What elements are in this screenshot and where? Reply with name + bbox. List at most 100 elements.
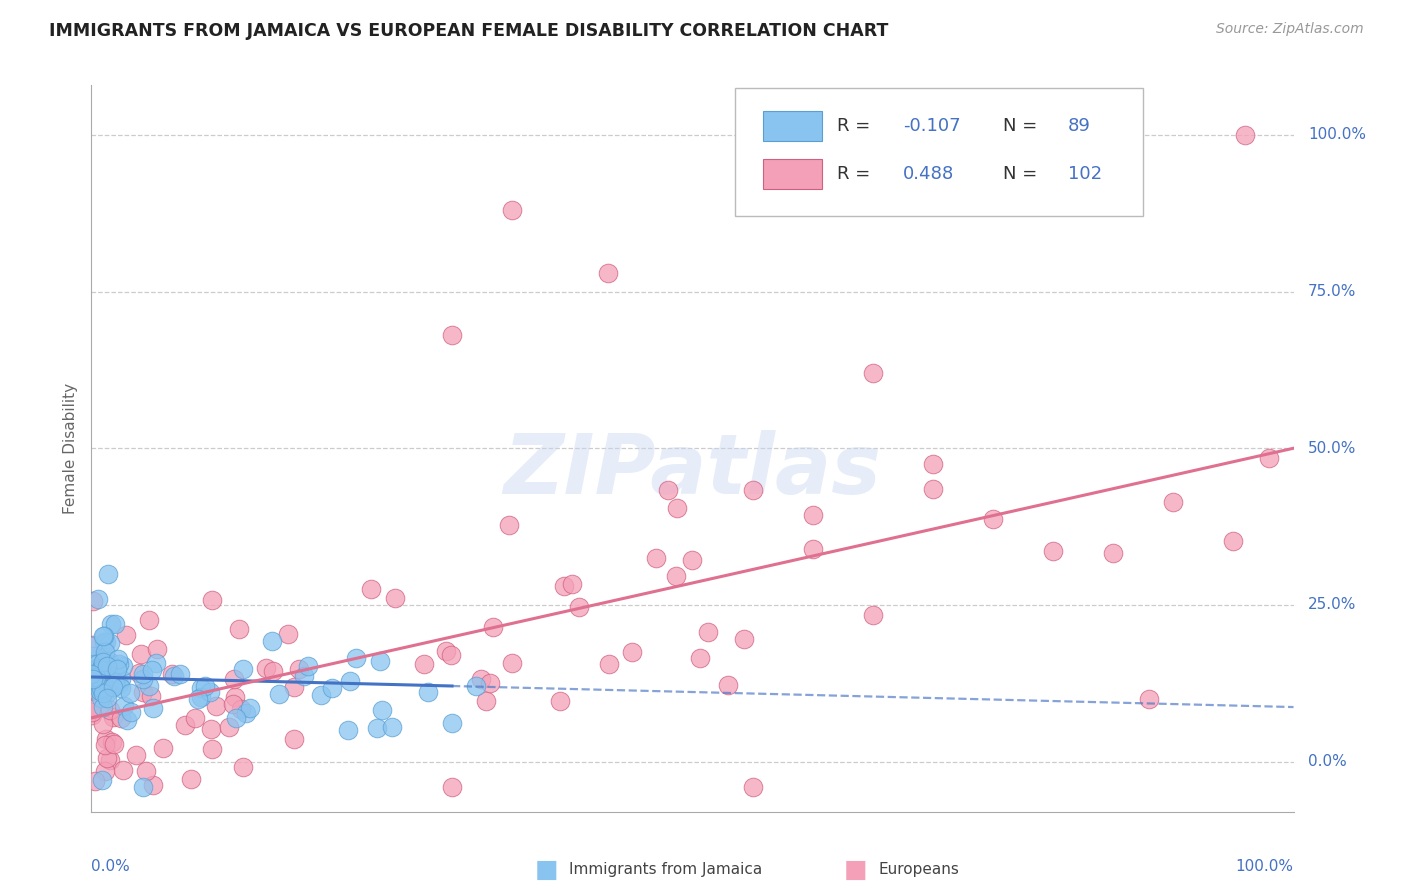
Point (87, 666, 110, 681)
Point (82, 672, 104, 686)
Point (96, 686, 118, 700)
Point (94, 732, 117, 747)
Point (145, 656, 167, 670)
Point (80, 666, 103, 681)
Point (94, 649, 117, 664)
Point (235, 706, 257, 720)
Point (80, 708, 103, 723)
Point (440, 780, 463, 794)
Point (141, 663, 163, 677)
Point (366, 721, 388, 735)
Point (169, 667, 191, 681)
Point (1222, 533, 1244, 548)
Point (103, 661, 125, 675)
Point (733, 632, 755, 646)
Point (344, 650, 367, 665)
Point (104, 675, 127, 690)
Point (83, 673, 105, 688)
Point (260, 633, 283, 648)
Point (110, 681, 132, 695)
Point (129, 647, 152, 661)
Point (87, 591, 110, 606)
Point (666, 501, 689, 516)
Point (82, 594, 104, 608)
Point (229, 702, 252, 716)
Text: 0.0%: 0.0% (1308, 754, 1347, 769)
Point (180, 772, 202, 787)
Text: 102: 102 (1067, 165, 1102, 183)
Point (86, 678, 108, 692)
Point (108, 657, 131, 672)
Point (283, 680, 305, 694)
Point (228, 622, 250, 636)
Point (98, 753, 121, 767)
Point (96, 658, 118, 673)
Point (94, 764, 117, 779)
Point (115, 713, 138, 727)
Text: N =: N = (1002, 117, 1043, 136)
Text: 100.0%: 100.0% (1236, 859, 1294, 874)
Point (91, 686, 114, 700)
Point (224, 690, 246, 704)
Point (561, 576, 583, 591)
Point (90, 773, 112, 788)
Point (232, 662, 254, 676)
Point (297, 658, 319, 673)
Point (83, 774, 105, 789)
Point (1137, 692, 1160, 706)
Point (142, 701, 165, 715)
Point (94, 681, 117, 696)
Point (283, 731, 305, 746)
Point (371, 703, 394, 717)
Point (94, 661, 117, 675)
Point (135, 764, 157, 778)
Point (138, 613, 160, 627)
Point (82, 648, 104, 663)
Point (204, 699, 226, 714)
Text: 75.0%: 75.0% (1308, 284, 1357, 299)
Point (862, 608, 884, 623)
Point (97, 654, 120, 668)
Point (110, 711, 132, 725)
Point (277, 627, 299, 641)
Text: 50.0%: 50.0% (1308, 441, 1357, 456)
Text: 89: 89 (1067, 117, 1091, 136)
Point (1161, 494, 1184, 508)
Point (657, 483, 679, 497)
Y-axis label: Female Disability: Female Disability (62, 383, 77, 514)
Point (384, 591, 406, 605)
Point (101, 735, 124, 749)
Point (96, 751, 118, 765)
Point (440, 715, 463, 730)
Text: 0.0%: 0.0% (91, 859, 131, 874)
Point (90, 681, 112, 695)
Text: Immigrants from Jamaica: Immigrants from Jamaica (569, 863, 762, 877)
Point (1258, 451, 1281, 466)
Point (224, 672, 246, 686)
Text: Source: ZipAtlas.com: Source: ZipAtlas.com (1216, 22, 1364, 37)
Point (190, 681, 212, 696)
Point (86, 657, 108, 671)
FancyBboxPatch shape (763, 159, 823, 189)
Point (98, 703, 121, 717)
Point (360, 582, 382, 596)
Point (160, 666, 183, 681)
Point (262, 664, 284, 678)
Point (288, 662, 311, 676)
Point (548, 694, 571, 708)
Point (498, 518, 520, 533)
Point (434, 644, 457, 658)
Point (368, 654, 391, 668)
Point (96, 634, 118, 648)
Point (801, 508, 824, 522)
Point (112, 698, 135, 713)
Point (131, 666, 153, 681)
Point (90, 661, 112, 675)
Point (110, 672, 132, 686)
Point (105, 662, 128, 676)
Text: 25.0%: 25.0% (1308, 598, 1357, 613)
Point (80, 705, 103, 719)
Point (1042, 544, 1064, 558)
Point (232, 760, 254, 774)
Point (501, 656, 523, 670)
